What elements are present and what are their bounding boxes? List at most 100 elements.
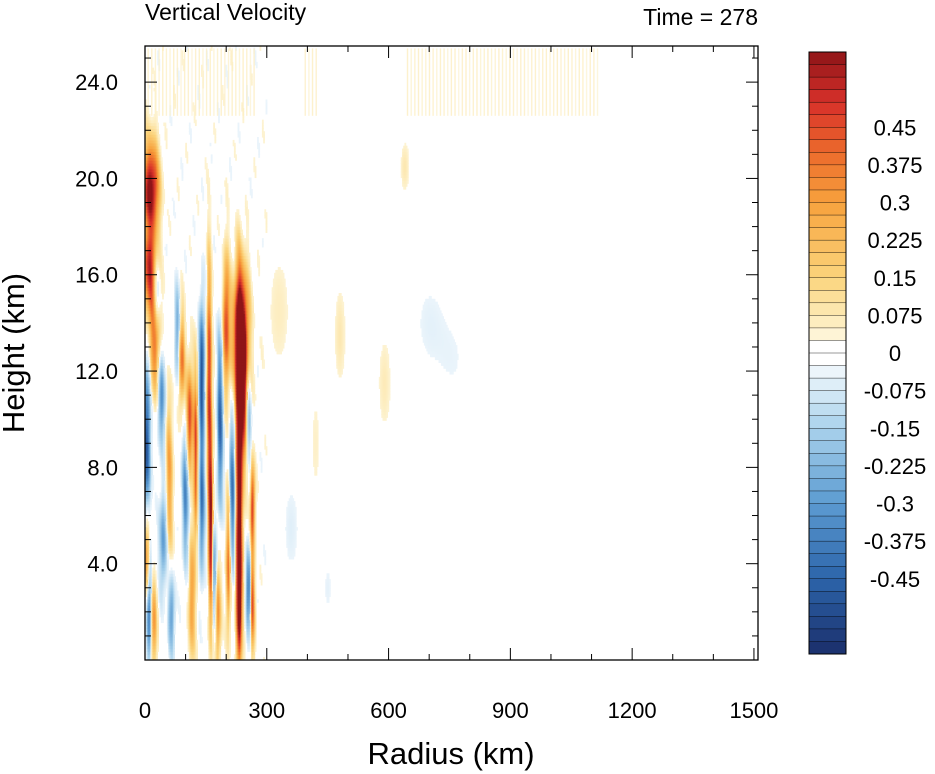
field-cell [155, 131, 158, 135]
field-cell [153, 269, 156, 274]
field-cell [159, 261, 162, 265]
field-cell [145, 498, 147, 502]
field-cell [145, 229, 147, 233]
field-cell [155, 180, 158, 184]
field-cell [153, 235, 156, 239]
field-cell [146, 194, 149, 199]
field-cell [145, 382, 147, 387]
field-cell [148, 506, 151, 511]
field-cell [158, 137, 161, 141]
field-cell [148, 584, 151, 589]
field-cell [148, 512, 151, 517]
field-cell [160, 417, 163, 421]
field-cell [157, 356, 159, 361]
field-cell [145, 437, 147, 442]
field-cell [154, 206, 157, 210]
field-cell [174, 212, 177, 216]
field-cell [149, 197, 152, 202]
field-cell [157, 515, 159, 520]
field-cell [157, 174, 159, 179]
field-cell [147, 333, 150, 337]
field-cell [153, 229, 156, 233]
field-cell [148, 457, 151, 462]
field-cell [155, 634, 158, 638]
field-cell [145, 394, 147, 398]
field-cell [149, 131, 152, 135]
field-cell [152, 625, 155, 629]
field-cell [155, 333, 158, 337]
field-cell [147, 235, 150, 239]
field-cell [145, 151, 147, 155]
field-cell [158, 139, 161, 144]
field-cell [157, 625, 159, 629]
field-cell [145, 183, 147, 187]
field-cell [157, 336, 159, 340]
field-cell [145, 397, 147, 401]
field-cell [145, 290, 147, 294]
field-cell [159, 333, 162, 337]
field-cell [157, 226, 159, 231]
field-cell [147, 625, 150, 629]
field-cell [154, 293, 157, 297]
field-cell [147, 610, 150, 615]
field-cell [152, 475, 155, 479]
field-cell [159, 160, 162, 164]
field-cell [146, 553, 149, 557]
field-cell [157, 371, 159, 375]
field-cell [149, 252, 152, 257]
field-cell [145, 165, 147, 170]
field-cell [146, 246, 149, 251]
field-cell [194, 119, 197, 124]
field-cell [146, 420, 149, 424]
field-cell [157, 527, 159, 531]
field-cell [145, 269, 147, 274]
field-cell [154, 142, 157, 147]
field-cell [145, 137, 147, 141]
field-cell [154, 131, 157, 135]
field-cell [147, 189, 150, 193]
field-cell [159, 157, 162, 161]
field-cell [146, 368, 149, 372]
field-cell [147, 215, 150, 219]
field-cell [152, 376, 155, 381]
field-cell [159, 457, 162, 462]
field-cell [153, 391, 156, 395]
field-cell [149, 160, 152, 164]
field-cell [158, 417, 161, 421]
field-cell [159, 324, 162, 329]
field-cell [145, 119, 147, 124]
field-cell [151, 362, 153, 366]
field-cell [149, 607, 152, 612]
field-cell [148, 116, 151, 121]
field-cell [154, 134, 157, 138]
field-cell [145, 434, 147, 439]
field-cell [148, 437, 151, 442]
field-cell [153, 579, 156, 583]
field-cell [154, 359, 157, 363]
field-cell [158, 501, 161, 505]
field-cell [158, 238, 161, 242]
field-cell [160, 553, 163, 557]
field-cell [148, 197, 151, 202]
field-cell [148, 642, 151, 647]
field-cell [147, 168, 150, 173]
field-cell [145, 313, 147, 317]
field-cell [146, 492, 149, 496]
field-cell [159, 246, 162, 251]
field-cell [146, 619, 149, 624]
field-cell [148, 411, 151, 415]
field-cell [153, 347, 156, 352]
field-cell [147, 151, 150, 155]
field-cell [188, 122, 191, 127]
field-cell [157, 122, 159, 127]
field-cell [153, 307, 156, 311]
field-cell [181, 272, 184, 277]
field-cell [154, 226, 157, 231]
field-cell [158, 590, 161, 595]
field-cell [145, 316, 147, 320]
field-cell [152, 359, 155, 363]
field-cell [152, 379, 155, 384]
field-cell [155, 238, 158, 242]
field-cell [147, 642, 150, 647]
field-cell [147, 321, 150, 326]
